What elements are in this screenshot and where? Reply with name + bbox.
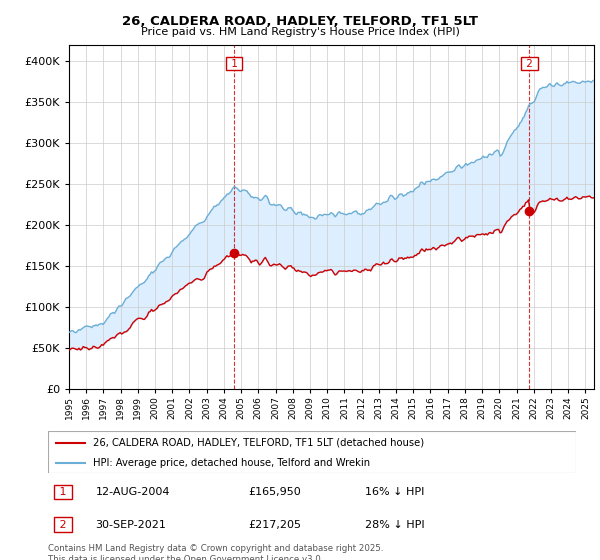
Text: 16% ↓ HPI: 16% ↓ HPI — [365, 487, 424, 497]
Text: 2: 2 — [523, 59, 536, 68]
Text: 26, CALDERA ROAD, HADLEY, TELFORD, TF1 5LT (detached house): 26, CALDERA ROAD, HADLEY, TELFORD, TF1 5… — [93, 438, 424, 448]
Text: 2: 2 — [56, 520, 70, 530]
Text: £217,205: £217,205 — [248, 520, 302, 530]
Text: HPI: Average price, detached house, Telford and Wrekin: HPI: Average price, detached house, Telf… — [93, 458, 370, 468]
Text: 1: 1 — [227, 59, 241, 68]
Text: 1: 1 — [56, 487, 70, 497]
Text: 30-SEP-2021: 30-SEP-2021 — [95, 520, 166, 530]
Text: £165,950: £165,950 — [248, 487, 301, 497]
Text: 28% ↓ HPI: 28% ↓ HPI — [365, 520, 424, 530]
Text: Price paid vs. HM Land Registry's House Price Index (HPI): Price paid vs. HM Land Registry's House … — [140, 27, 460, 37]
Text: 26, CALDERA ROAD, HADLEY, TELFORD, TF1 5LT: 26, CALDERA ROAD, HADLEY, TELFORD, TF1 5… — [122, 15, 478, 27]
Text: Contains HM Land Registry data © Crown copyright and database right 2025.
This d: Contains HM Land Registry data © Crown c… — [48, 544, 383, 560]
Text: 12-AUG-2004: 12-AUG-2004 — [95, 487, 170, 497]
